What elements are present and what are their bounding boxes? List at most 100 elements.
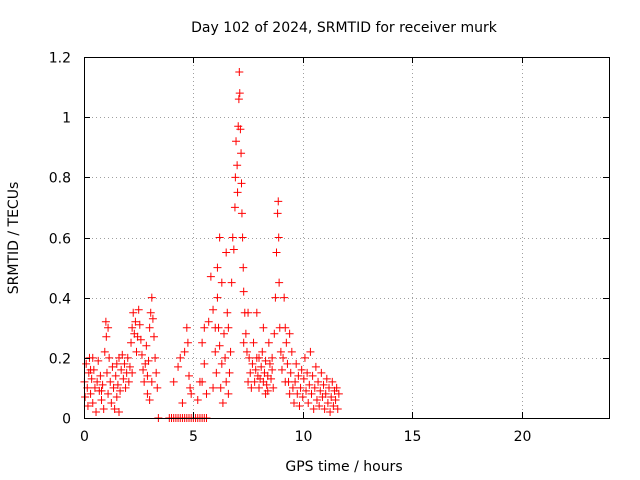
data-point — [327, 392, 336, 401]
data-point — [282, 338, 291, 347]
data-point — [180, 347, 189, 356]
data-point — [255, 383, 263, 392]
data-point — [117, 365, 126, 374]
y-axis-label: SRMTID / TECUs — [6, 182, 22, 295]
data-point — [290, 398, 298, 407]
data-point — [212, 368, 221, 377]
data-point — [277, 365, 286, 374]
data-point — [248, 359, 257, 368]
data-point — [185, 371, 193, 380]
data-point — [151, 353, 160, 362]
data-point — [285, 329, 294, 338]
data-point — [178, 398, 187, 407]
data-point — [235, 68, 244, 77]
grid — [84, 57, 609, 418]
data-point — [271, 293, 280, 302]
data-point — [308, 371, 317, 380]
plot-frame — [84, 57, 610, 419]
data-point — [144, 356, 153, 365]
data-point — [198, 338, 207, 347]
data-point — [152, 368, 161, 377]
y-tick-label: 0.6 — [49, 232, 71, 248]
data-point — [93, 377, 102, 386]
data-point — [237, 209, 246, 218]
data-point — [124, 377, 133, 386]
data-point — [200, 359, 209, 368]
data-point — [86, 365, 95, 374]
data-point — [231, 173, 240, 182]
data-point — [121, 383, 130, 392]
data-point — [153, 383, 162, 392]
data-point — [333, 404, 342, 413]
data-point — [265, 359, 274, 368]
data-point — [319, 380, 328, 389]
data-point — [87, 374, 96, 383]
data-point — [97, 395, 106, 404]
data-point — [311, 362, 320, 371]
data-point — [251, 365, 260, 374]
data-point — [274, 233, 283, 242]
data-point — [123, 353, 132, 362]
data-point — [272, 248, 281, 257]
data-point — [217, 359, 226, 368]
data-point — [97, 386, 106, 395]
data-point — [245, 353, 254, 362]
data-point — [267, 374, 276, 383]
data-point — [286, 368, 295, 377]
data-point — [295, 401, 304, 410]
data-point — [186, 383, 195, 392]
data-point — [88, 398, 97, 407]
data-point — [90, 383, 99, 392]
data-point — [235, 89, 244, 98]
data-point — [88, 353, 97, 362]
data-point — [314, 377, 323, 386]
data-point — [281, 377, 290, 386]
data-point — [101, 317, 110, 326]
data-point — [86, 389, 95, 398]
data-point — [224, 323, 233, 332]
data-point — [112, 392, 121, 401]
x-tick-label: 0 — [80, 429, 89, 445]
data-point — [176, 353, 185, 362]
data-point — [94, 356, 103, 365]
data-points — [80, 68, 343, 422]
data-point — [233, 188, 242, 197]
data-point — [105, 353, 114, 362]
data-point — [223, 308, 232, 317]
data-point — [104, 323, 113, 332]
data-point — [279, 353, 288, 362]
data-point — [146, 308, 155, 317]
x-tick-label: 15 — [404, 429, 422, 445]
data-point — [143, 371, 152, 380]
data-point — [221, 353, 230, 362]
data-point — [237, 179, 246, 188]
data-point — [321, 389, 330, 398]
data-point — [304, 398, 313, 407]
x-tick-label: 5 — [189, 429, 198, 445]
data-point — [275, 278, 284, 287]
x-axis-label: GPS time / hours — [285, 459, 402, 475]
data-point — [107, 398, 116, 407]
data-point — [82, 359, 91, 368]
data-point — [81, 392, 90, 401]
data-point — [108, 362, 117, 371]
data-point — [306, 347, 315, 356]
data-point — [293, 389, 302, 398]
data-point — [332, 383, 341, 392]
data-point — [296, 383, 305, 392]
y-tick-label: 0.8 — [49, 171, 71, 187]
data-point — [309, 404, 318, 413]
data-point — [187, 389, 196, 398]
data-point — [222, 377, 231, 386]
data-point — [225, 368, 234, 377]
data-point — [242, 347, 251, 356]
data-point — [274, 197, 283, 206]
data-point — [307, 389, 316, 398]
data-point — [232, 137, 241, 146]
data-point — [206, 272, 215, 281]
data-point — [147, 377, 156, 386]
data-point — [288, 383, 297, 392]
data-point — [249, 338, 258, 347]
data-point — [227, 278, 236, 287]
data-point — [129, 308, 138, 317]
